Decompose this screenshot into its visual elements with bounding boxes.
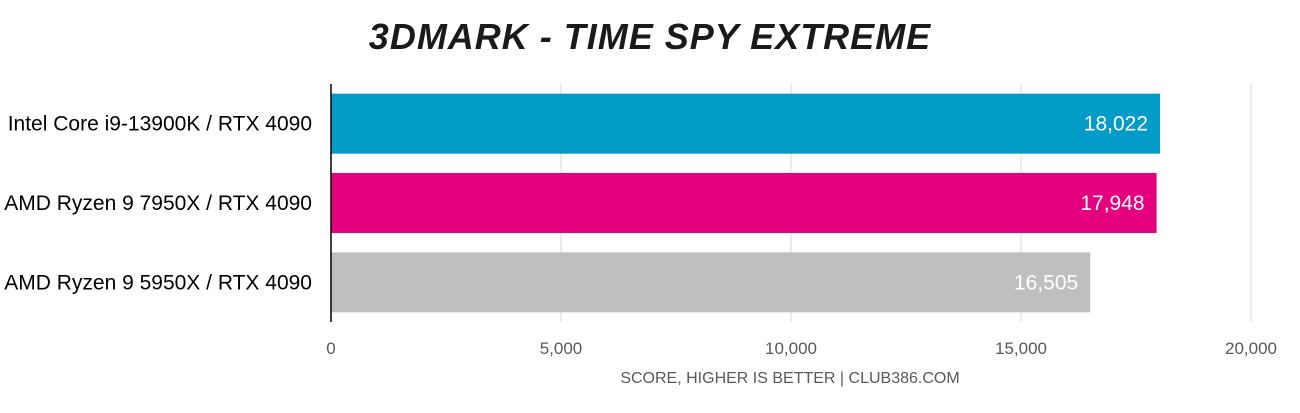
category-label: AMD Ryzen 9 5950X / RTX 4090 [4,271,312,294]
category-label: Intel Core i9-13900K / RTX 4090 [8,113,312,136]
x-tick-label: 5,000 [540,339,583,358]
data-label: 18,022 [1084,113,1148,136]
data-label: 16,505 [1014,271,1078,294]
x-tick-label: 15,000 [995,339,1047,358]
bar [331,252,1091,313]
x-tick-label: 0 [326,339,335,358]
category-label: AMD Ryzen 9 7950X / RTX 4090 [4,192,312,215]
chart-title: 3DMARK - TIME SPY EXTREME [368,16,932,57]
x-tick-label: 10,000 [765,339,817,358]
data-label: 17,948 [1080,192,1144,215]
bar [331,173,1157,233]
x-axis-label: SCORE, HIGHER IS BETTER | CLUB386.COM [620,370,959,387]
bar [331,93,1161,154]
x-tick-labels: 0 5,000 10,000 15,000 20,000 [326,339,1277,358]
bars: 18,022 17,948 16,505 [331,93,1161,313]
x-tick-label: 20,000 [1225,339,1277,358]
category-labels: Intel Core i9-13900K / RTX 4090 AMD Ryzen… [4,113,312,295]
